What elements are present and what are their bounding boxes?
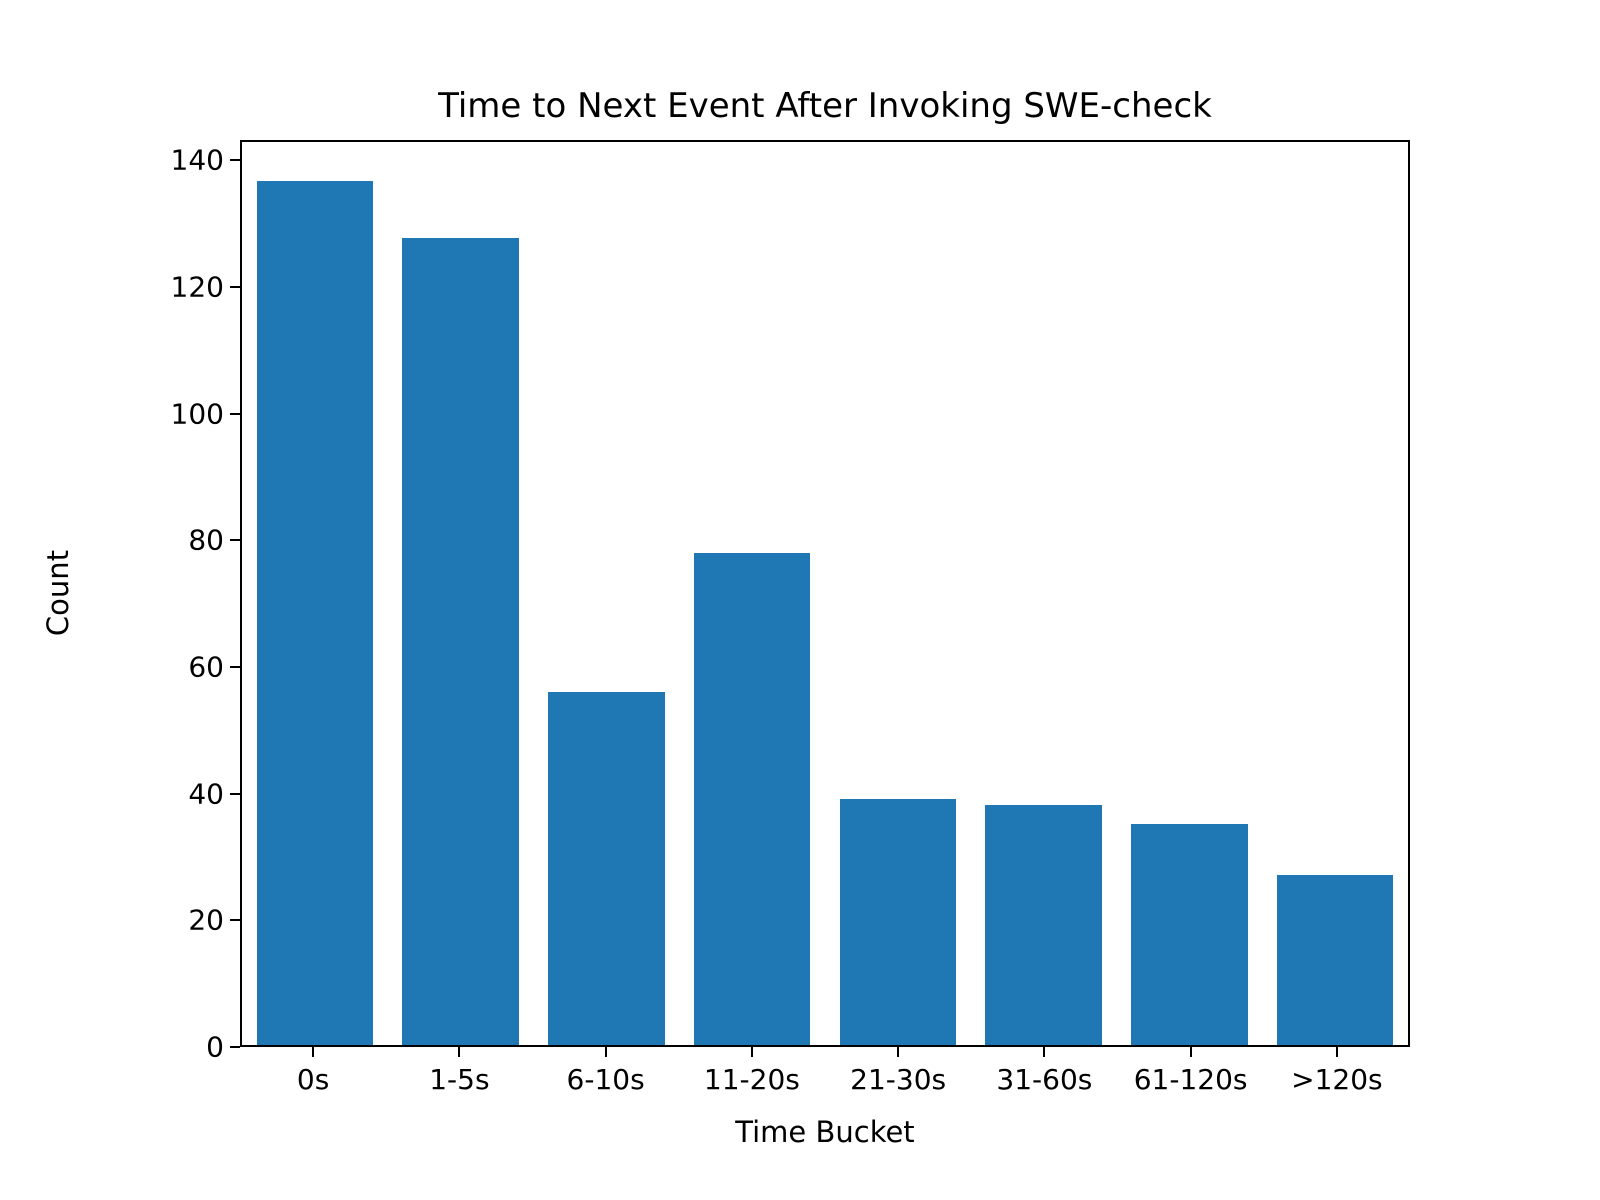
x-tick-label: 0s bbox=[296, 1063, 330, 1096]
x-tick-label: 31-60s bbox=[996, 1063, 1093, 1096]
x-tick-mark bbox=[897, 1047, 900, 1057]
bar-0s bbox=[256, 181, 374, 1045]
chart-title: Time to Next Event After Invoking SWE-ch… bbox=[438, 86, 1212, 126]
y-tick-label: 20 bbox=[188, 903, 224, 937]
x-tick-label: 1-5s bbox=[429, 1063, 490, 1096]
y-tick-label: 40 bbox=[188, 777, 224, 811]
y-tick-mark bbox=[230, 1046, 240, 1048]
x-tick-mark bbox=[458, 1047, 461, 1057]
x-tick-label: 61-120s bbox=[1133, 1063, 1248, 1096]
x-tick-mark bbox=[604, 1047, 607, 1057]
bar-6-10s bbox=[548, 691, 665, 1045]
bar-31-60s bbox=[985, 805, 1102, 1045]
y-tick-mark bbox=[230, 159, 240, 162]
x-tick-label: 6-10s bbox=[566, 1063, 645, 1096]
x-tick-label: >120s bbox=[1291, 1063, 1383, 1096]
bar-61-120s bbox=[1131, 824, 1248, 1045]
y-tick-mark bbox=[230, 285, 240, 288]
x-tick-label: 21-30s bbox=[850, 1063, 947, 1096]
bar-120s bbox=[1276, 874, 1394, 1045]
x-tick-mark bbox=[750, 1047, 753, 1057]
x-tick-label: 11-20s bbox=[703, 1063, 800, 1096]
y-tick-mark bbox=[230, 665, 240, 668]
x-tick-mark bbox=[1043, 1047, 1046, 1057]
y-tick-label: 140 bbox=[170, 143, 224, 177]
y-tick-label: 60 bbox=[188, 650, 224, 684]
x-tick-mark bbox=[312, 1047, 315, 1057]
y-tick-mark bbox=[230, 792, 240, 795]
y-tick-mark bbox=[230, 539, 240, 542]
y-tick-label: 0 bbox=[206, 1030, 224, 1064]
x-tick-mark bbox=[1335, 1047, 1338, 1057]
x-tick-mark bbox=[1189, 1047, 1192, 1057]
y-tick-label: 80 bbox=[188, 523, 224, 557]
y-tick-mark bbox=[230, 919, 240, 922]
bar-21-30s bbox=[839, 799, 957, 1045]
y-axis-label: Count bbox=[41, 549, 75, 637]
x-axis-label: Time Bucket bbox=[735, 1115, 915, 1149]
y-tick-mark bbox=[230, 412, 240, 415]
y-tick-label: 120 bbox=[170, 270, 224, 304]
y-tick-label: 100 bbox=[170, 397, 224, 431]
bar-11-20s bbox=[693, 553, 811, 1045]
bar-1-5s bbox=[402, 237, 519, 1045]
plot-area bbox=[240, 140, 1410, 1047]
